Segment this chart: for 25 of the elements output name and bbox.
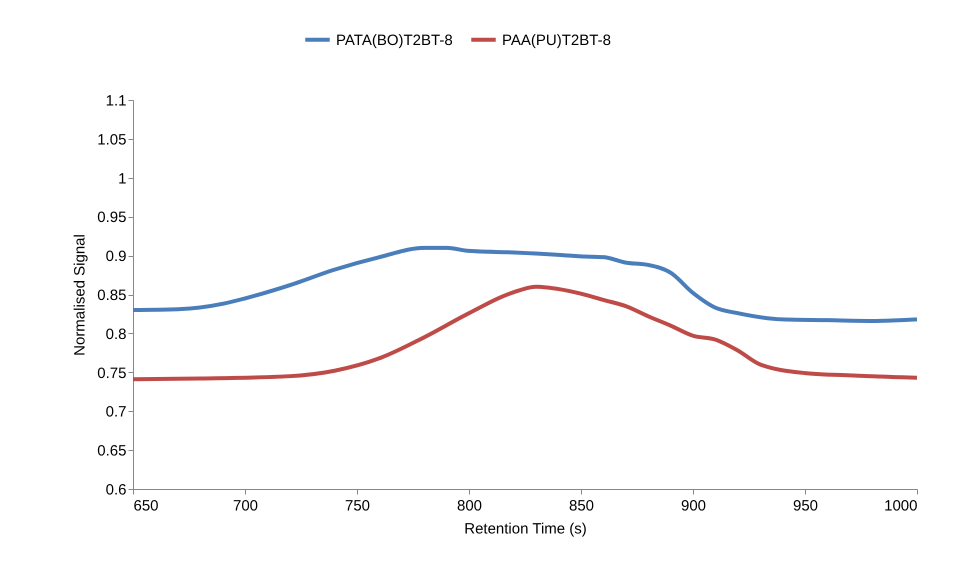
x-tick-label: 950 bbox=[792, 498, 818, 514]
x-tick-label: 700 bbox=[232, 498, 258, 514]
x-tick-label: 750 bbox=[344, 498, 370, 514]
x-tick-label: 650 bbox=[134, 498, 159, 514]
y-tick-label: 0.65 bbox=[97, 442, 126, 460]
x-tick-label: 800 bbox=[456, 498, 482, 514]
x-axis-title: Retention Time (s) bbox=[464, 520, 587, 538]
y-tick-label: 1.05 bbox=[97, 131, 126, 148]
y-axis-title: Normalised Signal bbox=[71, 234, 88, 356]
legend-label: PATA(BO)T2BT-8 bbox=[336, 32, 453, 49]
y-tick-label: 0.6 bbox=[106, 482, 126, 498]
y-tick-label: 0.75 bbox=[97, 364, 126, 382]
y-tick-label: 0.85 bbox=[97, 287, 126, 304]
x-tick-label: 850 bbox=[568, 498, 594, 514]
x-tick-label: 900 bbox=[680, 498, 706, 514]
y-tick-label: 1.1 bbox=[106, 92, 126, 110]
legend-label: PAA(PU)T2BT-8 bbox=[502, 32, 611, 49]
y-tick-label: 1 bbox=[118, 170, 126, 188]
line-series bbox=[131, 284, 919, 382]
y-tick-label: 0.9 bbox=[106, 248, 126, 266]
x-tick-label: 1000 bbox=[884, 498, 918, 514]
y-tick-label: 0.95 bbox=[97, 209, 126, 226]
y-tick-label: 0.8 bbox=[106, 326, 126, 343]
y-tick-label: 0.7 bbox=[106, 404, 126, 421]
line-series bbox=[131, 246, 919, 323]
